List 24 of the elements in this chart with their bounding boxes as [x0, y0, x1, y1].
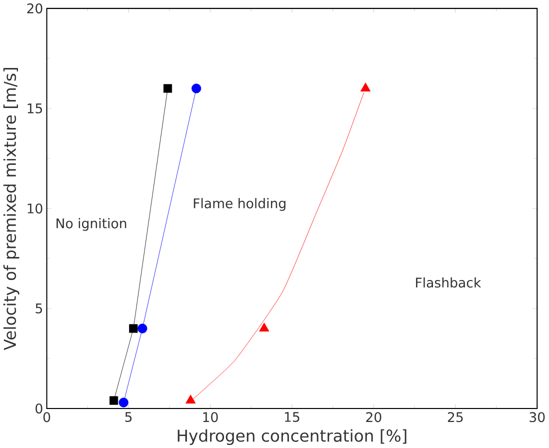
x-tick-label: 10 [203, 412, 218, 422]
x-tick-label: 20 [366, 412, 382, 422]
x-axis-title: Hydrogen concentration [%] [178, 428, 406, 445]
y-tick-label: 0 [36, 403, 42, 414]
x-tick-label: 30 [530, 412, 545, 422]
x-tick-label: 15 [284, 412, 300, 422]
annotation: Flame holding [194, 198, 286, 211]
point [192, 83, 202, 94]
y-tick-label: 10 [28, 203, 42, 214]
annotation: Flashback [416, 277, 482, 288]
x-tick-label: 25 [448, 412, 463, 422]
y-tick-label: 20 [27, 3, 42, 14]
point [118, 398, 128, 408]
x-tick-label: 5 [125, 412, 132, 422]
x-tick-label: 0 [43, 412, 50, 422]
y-axis-title: Velocity of premixed mixture [m/s] [3, 68, 20, 350]
annotation: No ignition [56, 218, 126, 231]
point [138, 323, 148, 334]
y-tick-label: 5 [36, 303, 42, 314]
point [109, 396, 118, 405]
point [360, 82, 371, 92]
point [129, 324, 138, 333]
point [163, 84, 172, 93]
y-tick-label: 15 [28, 103, 42, 114]
